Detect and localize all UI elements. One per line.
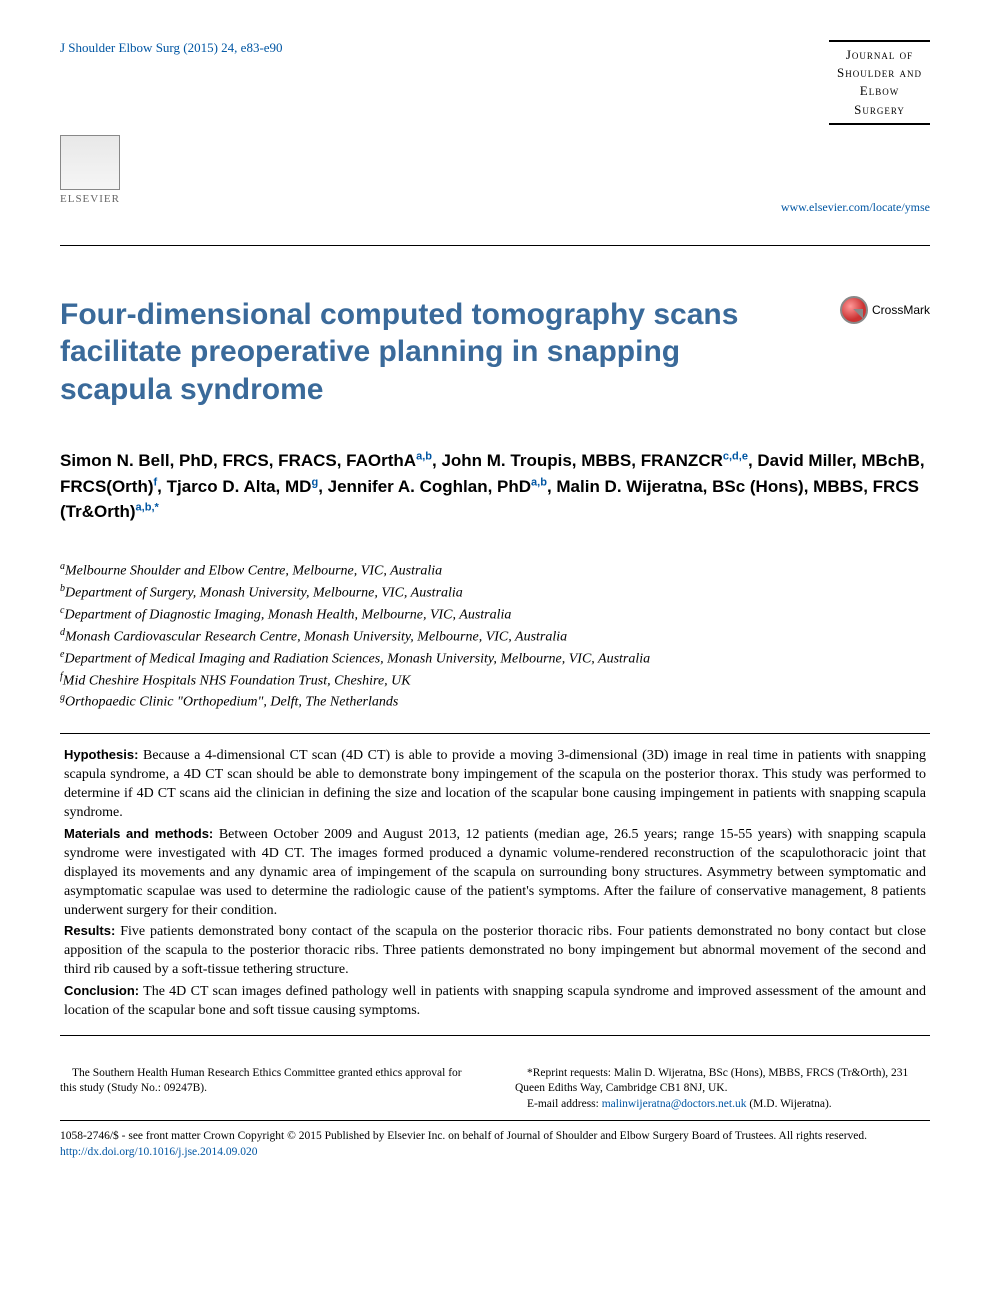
crossmark-label: CrossMark (872, 303, 930, 317)
copyright-block: 1058-2746/$ - see front matter Crown Cop… (60, 1129, 930, 1160)
author: Jennifer A. Coghlan, PhDa,b (328, 477, 547, 496)
abstract-methods: Materials and methods: Between October 2… (64, 825, 926, 920)
author: John M. Troupis, MBBS, FRANZCRc,d,e (441, 451, 748, 470)
journal-url-link[interactable]: www.elsevier.com/locate/ymse (781, 200, 930, 215)
abstract-results: Results: Five patients demonstrated bony… (64, 922, 926, 980)
ethics-statement: The Southern Health Human Research Ethic… (60, 1066, 475, 1113)
author: Simon N. Bell, PhD, FRCS, FRACS, FAOrthA… (60, 451, 432, 470)
elsevier-logo: ELSEVIER (60, 135, 130, 215)
authors-block: Simon N. Bell, PhD, FRCS, FRACS, FAOrthA… (60, 448, 930, 525)
journal-name-line: Shoulder and (837, 64, 922, 82)
journal-name-line: Surgery (837, 101, 922, 119)
affiliation: fMid Cheshire Hospitals NHS Foundation T… (60, 670, 930, 692)
journal-name-box: Journal of Shoulder and Elbow Surgery (829, 40, 930, 125)
reprint-label: *Reprint requests: (527, 1067, 611, 1079)
affiliation: cDepartment of Diagnostic Imaging, Monas… (60, 604, 930, 626)
elsevier-tree-icon (60, 135, 120, 190)
article-title: Four-dimensional computed tomography sca… (60, 296, 780, 409)
abstract-conclusion: Conclusion: The 4D CT scan images define… (64, 982, 926, 1021)
header-row: J Shoulder Elbow Surg (2015) 24, e83-e90… (60, 40, 930, 125)
title-row: Four-dimensional computed tomography sca… (60, 296, 930, 449)
affiliation: aMelbourne Shoulder and Elbow Centre, Me… (60, 560, 930, 582)
citation: J Shoulder Elbow Surg (2015) 24, e83-e90 (60, 40, 283, 56)
journal-name-line: Elbow (837, 82, 922, 100)
affiliation: gOrthopaedic Clinic "Orthopedium", Delft… (60, 691, 930, 713)
footer-columns: The Southern Health Human Research Ethic… (60, 1066, 930, 1122)
abstract-hypothesis: Hypothesis: Because a 4-dimensional CT s… (64, 746, 926, 823)
doi-link[interactable]: http://dx.doi.org/10.1016/j.jse.2014.09.… (60, 1145, 930, 1161)
logo-row: ELSEVIER www.elsevier.com/locate/ymse (60, 135, 930, 215)
abstract-box: Hypothesis: Because a 4-dimensional CT s… (60, 733, 930, 1035)
affiliations-block: aMelbourne Shoulder and Elbow Centre, Me… (60, 560, 930, 714)
crossmark-badge[interactable]: CrossMark (840, 296, 930, 324)
header-divider (60, 245, 930, 246)
author: Tjarco D. Alta, MDg (167, 477, 319, 496)
email-link[interactable]: malinwijeratna@doctors.net.uk (602, 1098, 747, 1110)
corresponding-star-icon: * (155, 502, 159, 514)
affiliation: eDepartment of Medical Imaging and Radia… (60, 648, 930, 670)
reprint-block: *Reprint requests: Malin D. Wijeratna, B… (515, 1066, 930, 1113)
copyright-line: 1058-2746/$ - see front matter Crown Cop… (60, 1129, 930, 1145)
publisher-name: ELSEVIER (60, 193, 130, 205)
email-label: E-mail address: (527, 1098, 599, 1110)
journal-name-line: Journal of (837, 46, 922, 64)
affiliation: dMonash Cardiovascular Research Centre, … (60, 626, 930, 648)
affiliation: bDepartment of Surgery, Monash Universit… (60, 582, 930, 604)
crossmark-icon (840, 296, 868, 324)
